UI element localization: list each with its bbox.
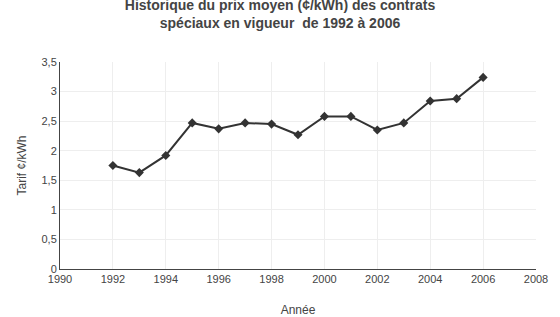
svg-text:1994: 1994 [154,273,178,285]
svg-text:1992: 1992 [101,273,125,285]
svg-text:1,5: 1,5 [42,174,57,186]
svg-text:2002: 2002 [365,273,389,285]
svg-text:Année: Année [281,303,316,317]
svg-text:1: 1 [51,204,57,216]
svg-text:Historique du prix moyen (¢/kW: Historique du prix moyen (¢/kWh) des con… [125,0,436,31]
svg-text:3: 3 [51,85,57,97]
svg-text:2004: 2004 [418,273,442,285]
svg-text:1998: 1998 [259,273,283,285]
svg-text:2008: 2008 [524,273,548,285]
svg-text:2000: 2000 [312,273,336,285]
svg-text:0,5: 0,5 [42,233,57,245]
svg-text:2006: 2006 [471,273,495,285]
svg-text:1990: 1990 [48,273,72,285]
svg-text:2: 2 [51,145,57,157]
svg-text:Tarif ¢/kWh: Tarif ¢/kWh [15,135,29,195]
svg-text:3,5: 3,5 [42,56,57,68]
svg-text:0: 0 [51,263,57,275]
svg-text:2,5: 2,5 [42,115,57,127]
svg-text:1996: 1996 [206,273,230,285]
